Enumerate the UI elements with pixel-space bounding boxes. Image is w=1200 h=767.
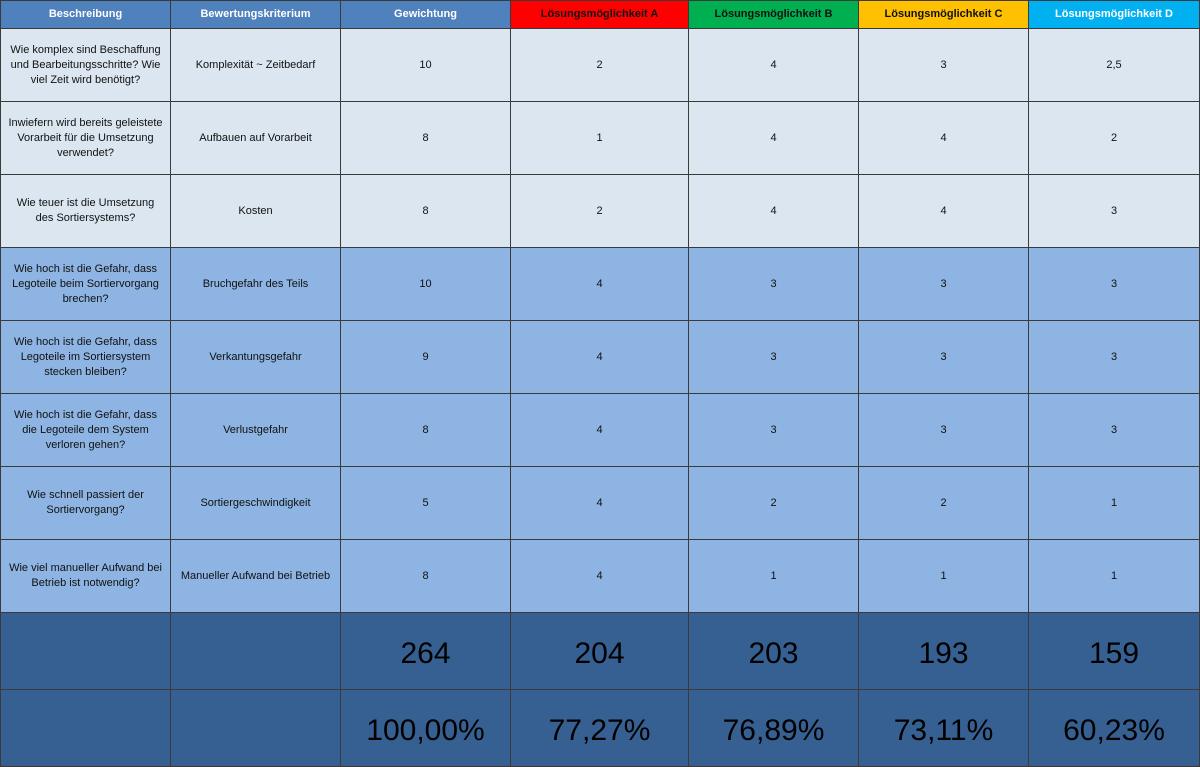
table-row: Wie komplex sind Beschaffung und Bearbei…	[0, 28, 1200, 102]
cell-option-b: 4	[688, 28, 859, 102]
cell-option-d: 2,5	[1028, 28, 1200, 102]
cell-option-a: 4	[510, 393, 689, 467]
cell-option-a: 4	[510, 466, 689, 540]
cell-option-b: 2	[688, 466, 859, 540]
cell-option-a: 4	[510, 539, 689, 613]
table-row: Wie hoch ist die Gefahr, dass die Legote…	[0, 393, 1200, 467]
cell-option-c: 4	[858, 101, 1029, 175]
cell-option-b: 3	[688, 320, 859, 394]
header-option-c: Lösungsmöglichkeit C	[858, 0, 1029, 29]
totals-description	[0, 612, 171, 690]
cell-weight: 10	[340, 247, 511, 321]
cell-option-a: 4	[510, 320, 689, 394]
cell-criterion: Komplexität ~ Zeitbedarf	[170, 28, 341, 102]
totals-row: 264 204 203 193 159	[0, 612, 1200, 690]
cell-option-b: 3	[688, 247, 859, 321]
cell-criterion: Verkantungsgefahr	[170, 320, 341, 394]
cell-option-a: 4	[510, 247, 689, 321]
cell-option-a: 1	[510, 101, 689, 175]
header-row: Beschreibung Bewertungskriterium Gewicht…	[0, 0, 1200, 29]
cell-weight: 8	[340, 393, 511, 467]
header-option-b: Lösungsmöglichkeit B	[688, 0, 859, 29]
cell-option-d: 3	[1028, 393, 1200, 467]
cell-option-d: 1	[1028, 466, 1200, 540]
cell-weight: 8	[340, 101, 511, 175]
cell-criterion: Manueller Aufwand bei Betrieb	[170, 539, 341, 613]
cell-description: Inwiefern wird bereits geleistete Vorarb…	[0, 101, 171, 175]
totals-criterion	[170, 612, 341, 690]
table-row: Wie hoch ist die Gefahr, dass Legoteile …	[0, 320, 1200, 394]
cell-description: Wie teuer ist die Umsetzung des Sortiers…	[0, 174, 171, 248]
cell-option-b: 1	[688, 539, 859, 613]
cell-description: Wie hoch ist die Gefahr, dass Legoteile …	[0, 320, 171, 394]
cell-option-b: 4	[688, 174, 859, 248]
totals-option-a: 204	[510, 612, 689, 690]
cell-option-c: 3	[858, 247, 1029, 321]
cell-criterion: Aufbauen auf Vorarbeit	[170, 101, 341, 175]
cell-option-b: 3	[688, 393, 859, 467]
totals-option-d: 159	[1028, 612, 1200, 690]
percent-weight: 100,00%	[340, 689, 511, 767]
percent-criterion	[170, 689, 341, 767]
cell-description: Wie schnell passiert der Sortiervorgang?	[0, 466, 171, 540]
cell-option-c: 3	[858, 393, 1029, 467]
cell-weight: 8	[340, 174, 511, 248]
percent-description	[0, 689, 171, 767]
cell-criterion: Verlustgefahr	[170, 393, 341, 467]
cell-option-d: 3	[1028, 174, 1200, 248]
cell-option-c: 3	[858, 320, 1029, 394]
table-row: Inwiefern wird bereits geleistete Vorarb…	[0, 101, 1200, 175]
cell-description: Wie komplex sind Beschaffung und Bearbei…	[0, 28, 171, 102]
cell-weight: 8	[340, 539, 511, 613]
totals-option-c: 193	[858, 612, 1029, 690]
table-row: Wie viel manueller Aufwand bei Betrieb i…	[0, 539, 1200, 613]
cell-criterion: Kosten	[170, 174, 341, 248]
cell-option-d: 3	[1028, 247, 1200, 321]
cell-weight: 10	[340, 28, 511, 102]
percent-row: 100,00% 77,27% 76,89% 73,11% 60,23%	[0, 689, 1200, 767]
percent-option-b: 76,89%	[688, 689, 859, 767]
percent-option-d: 60,23%	[1028, 689, 1200, 767]
totals-weight: 264	[340, 612, 511, 690]
cell-criterion: Bruchgefahr des Teils	[170, 247, 341, 321]
header-description: Beschreibung	[0, 0, 171, 29]
cell-description: Wie hoch ist die Gefahr, dass die Legote…	[0, 393, 171, 467]
table-row: Wie teuer ist die Umsetzung des Sortiers…	[0, 174, 1200, 248]
cell-option-d: 1	[1028, 539, 1200, 613]
cell-weight: 9	[340, 320, 511, 394]
cell-option-b: 4	[688, 101, 859, 175]
percent-option-c: 73,11%	[858, 689, 1029, 767]
cell-option-d: 3	[1028, 320, 1200, 394]
header-weight: Gewichtung	[340, 0, 511, 29]
cell-option-d: 2	[1028, 101, 1200, 175]
cell-option-a: 2	[510, 174, 689, 248]
header-criterion: Bewertungskriterium	[170, 0, 341, 29]
totals-option-b: 203	[688, 612, 859, 690]
cell-weight: 5	[340, 466, 511, 540]
cell-description: Wie viel manueller Aufwand bei Betrieb i…	[0, 539, 171, 613]
cell-option-c: 4	[858, 174, 1029, 248]
table-row: Wie hoch ist die Gefahr, dass Legoteile …	[0, 247, 1200, 321]
cell-option-c: 2	[858, 466, 1029, 540]
cell-option-c: 3	[858, 28, 1029, 102]
cell-criterion: Sortiergeschwindigkeit	[170, 466, 341, 540]
header-option-a: Lösungsmöglichkeit A	[510, 0, 689, 29]
cell-option-c: 1	[858, 539, 1029, 613]
cell-option-a: 2	[510, 28, 689, 102]
header-option-d: Lösungsmöglichkeit D	[1028, 0, 1200, 29]
cell-description: Wie hoch ist die Gefahr, dass Legoteile …	[0, 247, 171, 321]
percent-option-a: 77,27%	[510, 689, 689, 767]
table-row: Wie schnell passiert der Sortiervorgang?…	[0, 466, 1200, 540]
